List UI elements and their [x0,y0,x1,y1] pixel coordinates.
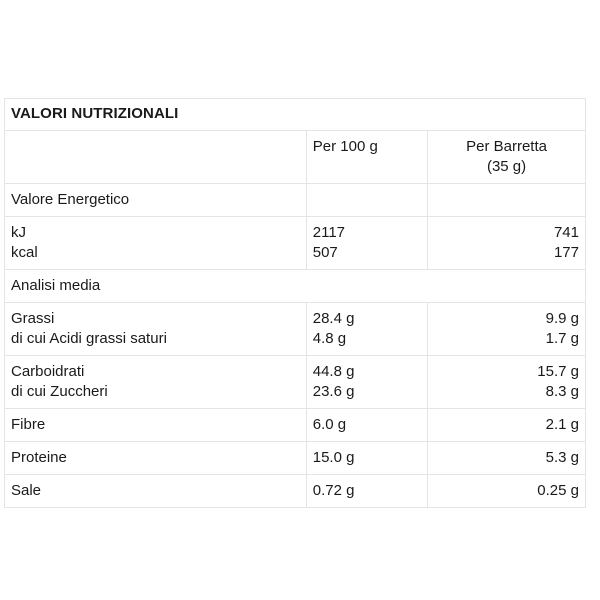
section-row-analysis: Analisi media [4,269,586,303]
table-row-salt: Sale 0.72 g 0.25 g [4,474,586,508]
header-per-100g: Per 100 g [305,130,429,184]
section-label-energy: Valore Energetico [4,183,307,217]
table-row-carbs: Carboidrati di cui Zuccheri 44.8 g 23.6 … [4,355,586,409]
label-carbs: Carboidrati [11,363,85,380]
carbs-per-100g: 44.8 g [312,363,355,380]
kj-per-100g: 2117 [312,224,346,241]
per-100g-values: 2117 507 [305,216,429,270]
label-sugars: di cui Zuccheri [11,383,108,400]
header-per-bar-line2: (35 g) [486,158,527,175]
label-protein: Proteine [4,441,307,475]
sugars-per-bar: 8.3 g [545,383,579,400]
fibre-per-bar: 2.1 g [427,408,586,442]
label-fat: Grassi [11,310,55,327]
salt-per-bar: 0.25 g [427,474,586,508]
header-empty-cell [4,130,307,184]
sugars-per-100g: 23.6 g [312,383,355,400]
protein-per-100g: 15.0 g [305,441,429,475]
row-labels: kJ kcal [4,216,307,270]
carbs-per-bar: 15.7 g [537,363,579,380]
header-per-bar: Per Barretta (35 g) [427,130,586,184]
table-title: VALORI NUTRIZIONALI [4,98,586,131]
per-bar-values: 9.9 g 1.7 g [427,302,586,356]
saturated-per-bar: 1.7 g [545,330,579,347]
section-label-analysis: Analisi media [4,269,586,303]
section-empty-cell [427,183,586,217]
per-bar-values: 15.7 g 8.3 g [427,355,586,409]
protein-per-bar: 5.3 g [427,441,586,475]
kj-per-bar: 741 [553,224,579,241]
label-saturated: di cui Acidi grassi saturi [11,330,167,347]
section-empty-cell [305,183,429,217]
header-per-bar-line1: Per Barretta [466,138,547,155]
per-100g-values: 28.4 g 4.8 g [305,302,429,356]
per-bar-values: 741 177 [427,216,586,270]
label-salt: Sale [4,474,307,508]
fat-per-100g: 28.4 g [312,310,355,327]
label-kj: kJ [11,224,26,241]
row-labels: Grassi di cui Acidi grassi saturi [4,302,307,356]
table-row-energy-values: kJ kcal 2117 507 741 177 [4,216,586,270]
table-title-row: VALORI NUTRIZIONALI [4,98,586,131]
salt-per-100g: 0.72 g [305,474,429,508]
fibre-per-100g: 6.0 g [305,408,429,442]
saturated-per-100g: 4.8 g [312,330,347,347]
kcal-per-bar: 177 [553,244,579,261]
table-row-fibre: Fibre 6.0 g 2.1 g [4,408,586,442]
fat-per-bar: 9.9 g [545,310,579,327]
table-row-protein: Proteine 15.0 g 5.3 g [4,441,586,475]
per-100g-values: 44.8 g 23.6 g [305,355,429,409]
table-row-fat: Grassi di cui Acidi grassi saturi 28.4 g… [4,302,586,356]
section-row-energy: Valore Energetico [4,183,586,217]
nutrition-table: VALORI NUTRIZIONALI Per 100 g Per Barret… [4,98,586,508]
column-header-row: Per 100 g Per Barretta (35 g) [4,130,586,184]
row-labels: Carboidrati di cui Zuccheri [4,355,307,409]
kcal-per-100g: 507 [312,244,338,261]
label-fibre: Fibre [4,408,307,442]
label-kcal: kcal [11,244,38,261]
